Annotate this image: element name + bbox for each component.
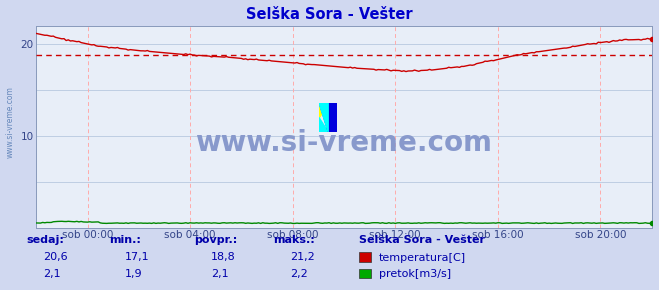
Text: sedaj:: sedaj: [26,235,64,245]
Polygon shape [319,117,328,132]
Text: 17,1: 17,1 [125,253,150,262]
Text: Selška Sora - Vešter: Selška Sora - Vešter [359,235,485,245]
Text: temperatura[C]: temperatura[C] [379,253,466,263]
Text: 20,6: 20,6 [43,253,67,262]
Text: 2,1: 2,1 [43,269,61,279]
Text: povpr.:: povpr.: [194,235,238,245]
Text: 1,9: 1,9 [125,269,143,279]
Text: www.si-vreme.com: www.si-vreme.com [5,86,14,158]
Text: 2,1: 2,1 [211,269,229,279]
Text: min.:: min.: [109,235,140,245]
Polygon shape [319,103,337,132]
Text: 2,2: 2,2 [290,269,308,279]
Text: 18,8: 18,8 [211,253,236,262]
Text: pretok[m3/s]: pretok[m3/s] [379,269,451,279]
Text: 21,2: 21,2 [290,253,315,262]
Text: Selška Sora - Vešter: Selška Sora - Vešter [246,7,413,22]
Polygon shape [319,103,328,132]
Polygon shape [319,103,328,117]
Text: maks.:: maks.: [273,235,315,245]
Text: www.si-vreme.com: www.si-vreme.com [196,129,492,157]
